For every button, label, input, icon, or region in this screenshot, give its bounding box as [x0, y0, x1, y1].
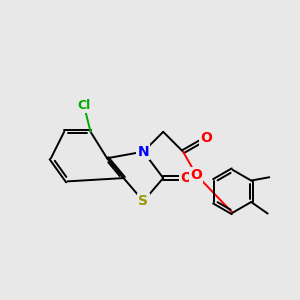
Text: N: N: [138, 145, 149, 159]
Text: O: O: [190, 168, 202, 182]
Text: O: O: [180, 171, 192, 185]
Text: O: O: [200, 131, 212, 146]
Text: Cl: Cl: [77, 99, 91, 112]
Text: S: S: [138, 194, 148, 208]
